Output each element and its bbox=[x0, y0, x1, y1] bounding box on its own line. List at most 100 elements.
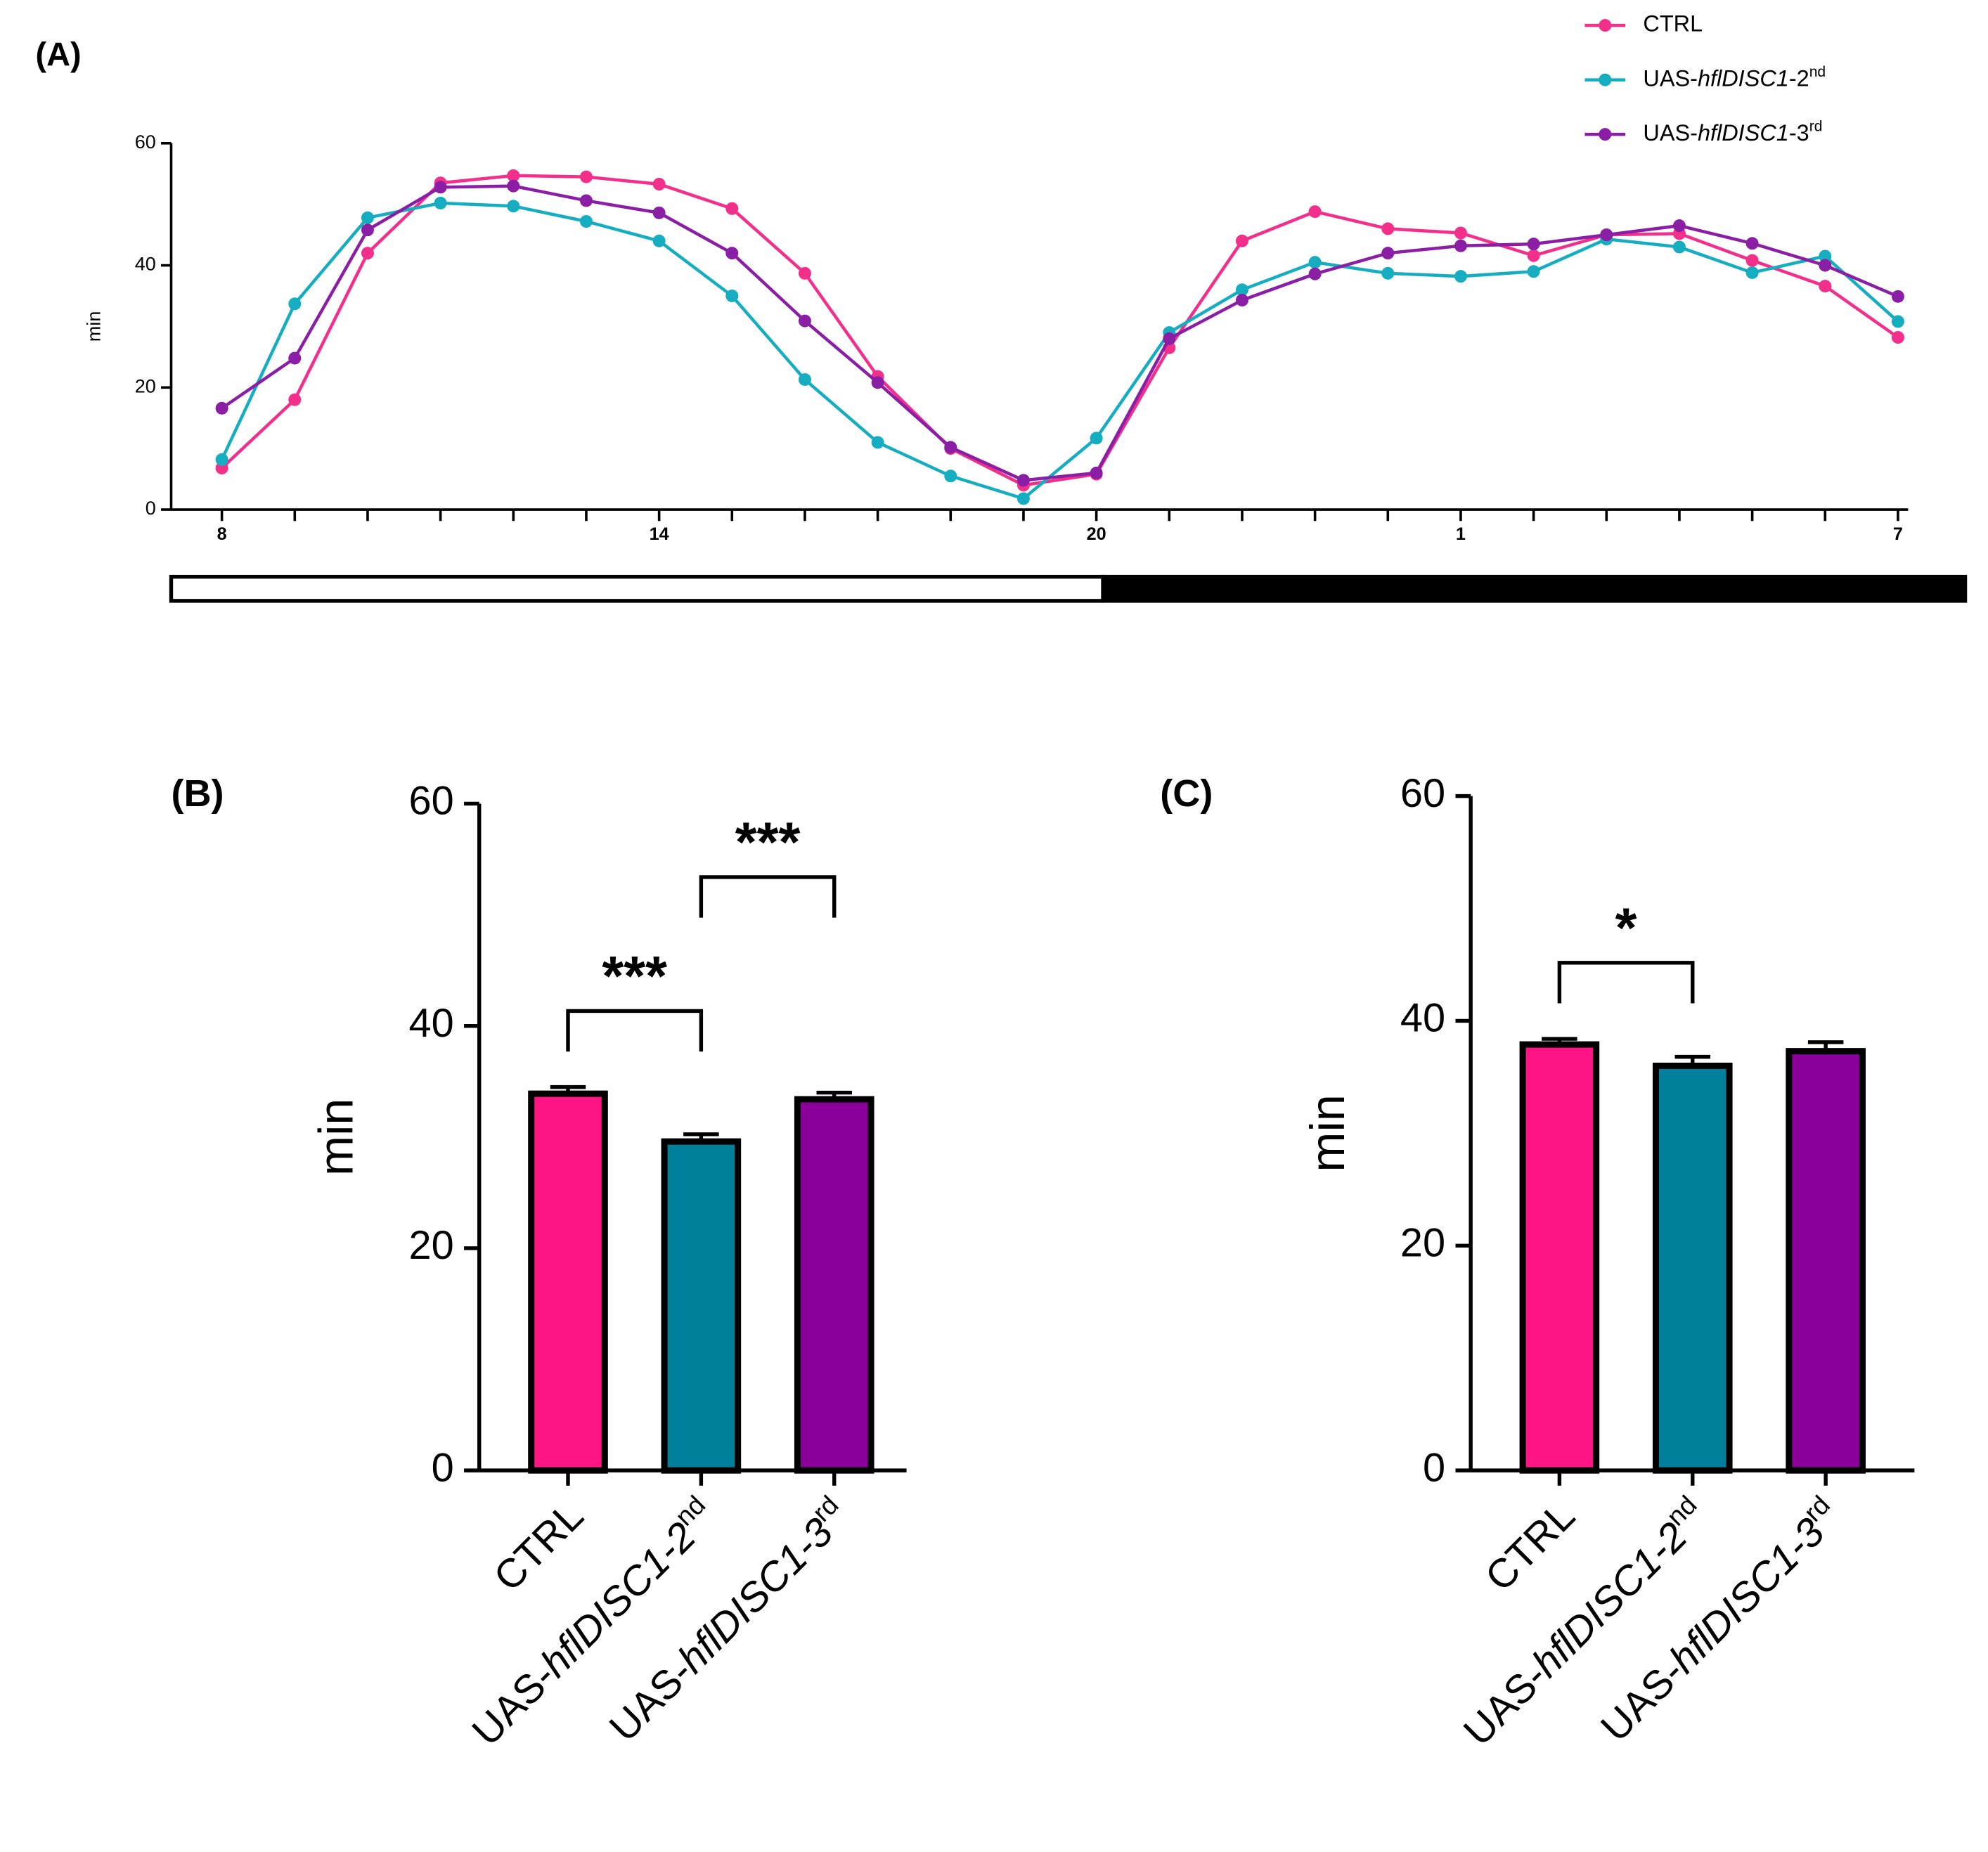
data-point bbox=[1235, 234, 1248, 247]
y-tick-label: 60 bbox=[408, 779, 453, 824]
data-point bbox=[1454, 239, 1467, 252]
significance-bracket bbox=[1557, 961, 1695, 1004]
y-tick-label: 20 bbox=[135, 375, 156, 396]
data-point bbox=[1235, 294, 1248, 307]
x-tick-label: CTRL bbox=[486, 1494, 593, 1600]
data-point bbox=[798, 266, 811, 280]
legend-label: CTRL bbox=[1643, 11, 1703, 37]
data-point bbox=[1381, 247, 1395, 260]
data-point bbox=[507, 169, 520, 182]
data-point bbox=[1454, 226, 1467, 240]
data-point bbox=[1819, 259, 1832, 272]
data-point bbox=[1308, 256, 1322, 269]
x-tick-label: 1 bbox=[1456, 524, 1466, 544]
significance-label: * bbox=[1615, 897, 1637, 959]
series-line bbox=[220, 201, 1899, 500]
data-point bbox=[579, 214, 593, 228]
data-point bbox=[1891, 331, 1904, 344]
data-point bbox=[652, 206, 666, 219]
data-point bbox=[361, 247, 374, 260]
data-point bbox=[1235, 283, 1248, 297]
data-point bbox=[507, 179, 520, 193]
y-tick-label: 20 bbox=[1400, 1221, 1445, 1266]
y-tick-label: 20 bbox=[408, 1223, 453, 1268]
x-tick-label: 14 bbox=[650, 524, 669, 544]
data-point bbox=[434, 196, 447, 209]
legend-label: UAS-hflDISC1-2nd bbox=[1643, 64, 1826, 91]
data-point bbox=[1381, 222, 1395, 235]
legend-swatch bbox=[1599, 19, 1612, 32]
data-point bbox=[1090, 432, 1103, 445]
data-point bbox=[1600, 228, 1613, 242]
series-line bbox=[221, 174, 1899, 487]
data-point bbox=[215, 401, 228, 415]
data-point bbox=[215, 453, 228, 466]
dark-phase-bar bbox=[1101, 574, 1968, 603]
bar bbox=[1786, 1048, 1866, 1474]
data-point bbox=[1527, 249, 1540, 262]
data-point bbox=[1891, 290, 1904, 303]
data-point bbox=[1672, 219, 1686, 233]
data-point bbox=[1745, 266, 1759, 279]
data-point bbox=[1891, 315, 1904, 328]
light-phase-bar bbox=[169, 574, 1105, 603]
y-tick-label: 40 bbox=[408, 1001, 453, 1046]
y-tick-label: 0 bbox=[1423, 1445, 1445, 1490]
x-tick-label: UAS-hflDISC1-3rd bbox=[598, 1490, 858, 1751]
data-point bbox=[1819, 250, 1832, 263]
bar bbox=[1652, 1062, 1733, 1474]
data-point bbox=[725, 289, 739, 302]
bar bbox=[794, 1096, 874, 1474]
data-point bbox=[1308, 205, 1322, 219]
y-axis-label: min bbox=[83, 311, 104, 342]
x-tick-label: 20 bbox=[1087, 524, 1106, 544]
significance-label: *** bbox=[735, 811, 801, 874]
data-point bbox=[1090, 466, 1103, 479]
significance-bracket bbox=[566, 1009, 704, 1052]
panel-label: (A) bbox=[36, 37, 82, 73]
data-point bbox=[288, 393, 302, 406]
data-point bbox=[725, 202, 739, 215]
data-point bbox=[1016, 474, 1030, 487]
significance-label: *** bbox=[602, 945, 667, 1007]
y-tick-label: 40 bbox=[1400, 996, 1445, 1041]
data-point bbox=[944, 470, 957, 483]
data-point bbox=[434, 181, 447, 194]
data-point bbox=[1454, 270, 1467, 283]
x-tick-label: UAS-hflDISC1-3rd bbox=[1589, 1490, 1850, 1751]
y-axis-label: min bbox=[1300, 1094, 1355, 1172]
series-line bbox=[221, 184, 1899, 482]
x-tick-label: UAS-hflDISC1-2nd bbox=[460, 1490, 725, 1755]
data-point bbox=[871, 436, 884, 449]
panel-label: (B) bbox=[171, 772, 224, 815]
legend-swatch bbox=[1599, 73, 1612, 86]
data-point bbox=[288, 351, 302, 365]
x-tick-label: UAS-hflDISC1-2nd bbox=[1452, 1490, 1717, 1755]
data-point bbox=[579, 194, 593, 207]
data-point bbox=[1745, 237, 1759, 250]
data-point bbox=[1672, 240, 1686, 254]
data-point bbox=[652, 234, 666, 247]
data-point bbox=[1527, 265, 1540, 278]
legend-swatch bbox=[1599, 128, 1612, 141]
legend-label: UAS-hflDISC1-3rd bbox=[1643, 118, 1822, 145]
data-point bbox=[507, 200, 520, 213]
data-point bbox=[288, 297, 302, 311]
bar bbox=[1519, 1041, 1600, 1474]
x-tick-label: CTRL bbox=[1477, 1494, 1584, 1600]
data-point bbox=[798, 314, 811, 328]
bar bbox=[661, 1138, 742, 1474]
x-tick-label: 8 bbox=[217, 524, 227, 544]
data-point bbox=[1527, 238, 1540, 251]
y-tick-label: 60 bbox=[135, 131, 156, 153]
data-point bbox=[652, 177, 666, 191]
data-point bbox=[361, 224, 374, 237]
panel-label: (C) bbox=[1160, 772, 1213, 815]
y-tick-label: 0 bbox=[146, 498, 156, 519]
data-point bbox=[579, 170, 593, 183]
data-point bbox=[1745, 254, 1759, 267]
x-tick-label: 7 bbox=[1893, 524, 1903, 544]
bar bbox=[528, 1090, 608, 1474]
